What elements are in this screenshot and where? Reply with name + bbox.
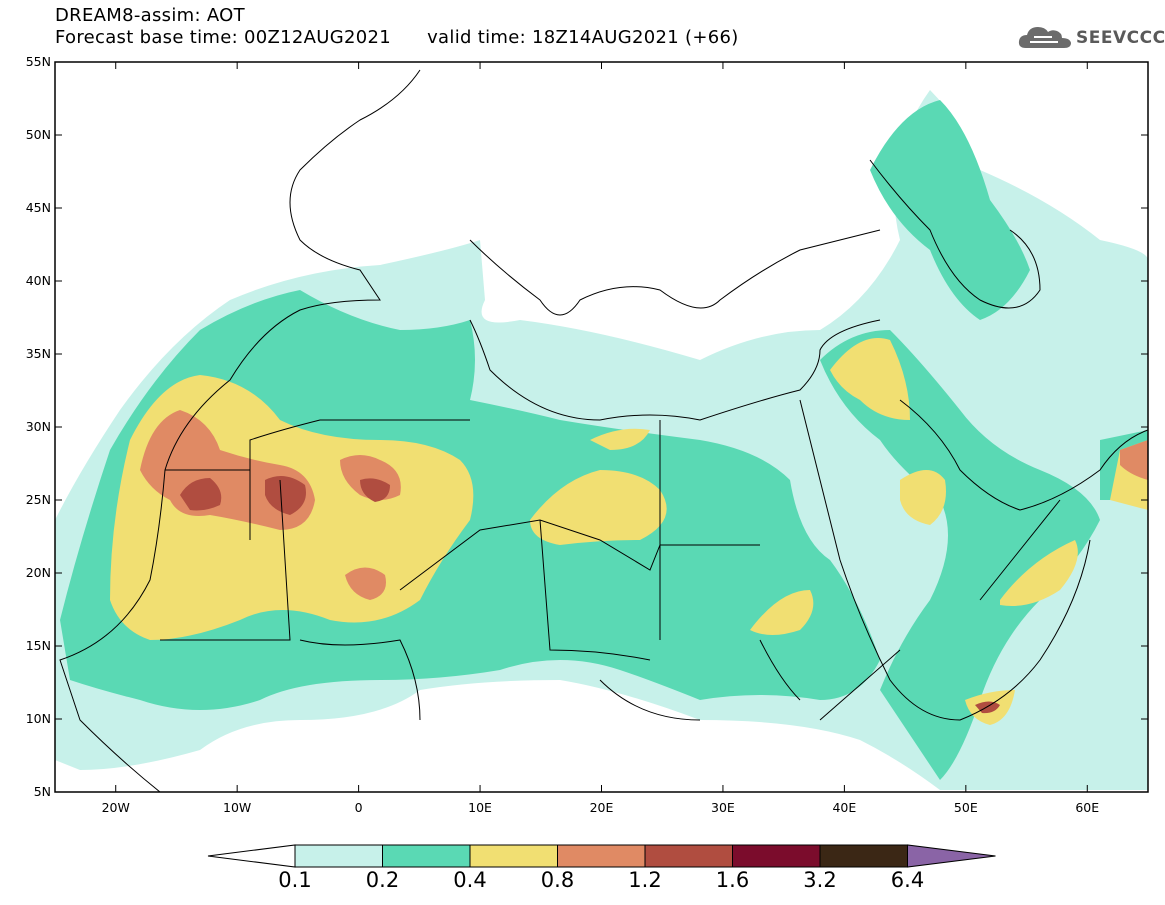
colorbar-label: 1.2 — [628, 868, 662, 892]
map-title: DREAM8-assim: AOT — [55, 5, 245, 26]
lat-tick-label: 40N — [26, 273, 51, 288]
lat-tick-label: 5N — [34, 784, 51, 799]
colorbar-label: 3.2 — [803, 868, 837, 892]
longitude-axis: 20W 10W 0 10E 20E 30E 40E 50E 60E — [102, 62, 1099, 815]
lat-tick-label: 55N — [26, 54, 51, 69]
colorbar-label: 0.8 — [540, 868, 575, 892]
coastlines — [59, 69, 1148, 792]
logo-text: SEEVCCC — [1076, 28, 1165, 48]
colorbar-over-triangle — [907, 844, 996, 868]
lat-tick-label: 20N — [26, 565, 51, 580]
lon-tick-label: 50E — [954, 800, 978, 815]
lon-tick-label: 0 — [355, 800, 363, 815]
colorbar-segment — [557, 844, 646, 868]
colorbar-label: 1.6 — [715, 868, 750, 892]
colorbar-under-triangle — [207, 844, 296, 868]
lon-tick-label: 40E — [832, 800, 856, 815]
lon-tick-label: 10E — [468, 800, 492, 815]
lat-tick-label: 25N — [26, 492, 51, 507]
lon-tick-label: 10W — [223, 800, 251, 815]
forecast-base-time: Forecast base time: 00Z12AUG2021 — [55, 27, 391, 48]
colorbar-label: 0.2 — [365, 868, 400, 892]
cloud-icon — [1018, 27, 1071, 48]
aot-field — [55, 90, 1148, 790]
colorbar-labels: 0.1 0.2 0.4 0.8 1.2 1.6 3.2 6.4 — [0, 868, 1165, 898]
colorbar-segment — [644, 844, 733, 868]
colorbar-label: 0.4 — [453, 868, 487, 892]
colorbar-segment — [819, 844, 908, 868]
lon-tick-label: 20W — [102, 800, 130, 815]
colorbar-segment — [469, 844, 558, 868]
colorbar-segment — [382, 844, 471, 868]
colorbar-label: 0.1 — [278, 868, 312, 892]
lon-tick-label: 60E — [1075, 800, 1099, 815]
latitude-axis: 5N 10N 15N 20N 25N 30N 35N 40N 45N 50N 55N — [26, 54, 1148, 799]
lat-tick-label: 10N — [26, 711, 51, 726]
valid-time: valid time: 18Z14AUG2021 (+66) — [427, 27, 739, 48]
aot-contour-0.4 — [110, 338, 1148, 725]
lat-tick-label: 35N — [26, 346, 51, 361]
lat-tick-label: 15N — [26, 638, 51, 653]
lat-tick-label: 30N — [26, 419, 51, 434]
lon-tick-label: 20E — [590, 800, 614, 815]
colorbar-label: 6.4 — [890, 868, 925, 892]
colorbar-segment — [294, 844, 383, 868]
colorbar-segment — [732, 844, 821, 868]
aot-colorbar — [207, 844, 996, 868]
lon-tick-label: 30E — [711, 800, 735, 815]
lat-tick-label: 45N — [26, 200, 51, 215]
lat-tick-label: 50N — [26, 127, 51, 142]
seevccc-logo: SEEVCCC — [1018, 22, 1165, 56]
